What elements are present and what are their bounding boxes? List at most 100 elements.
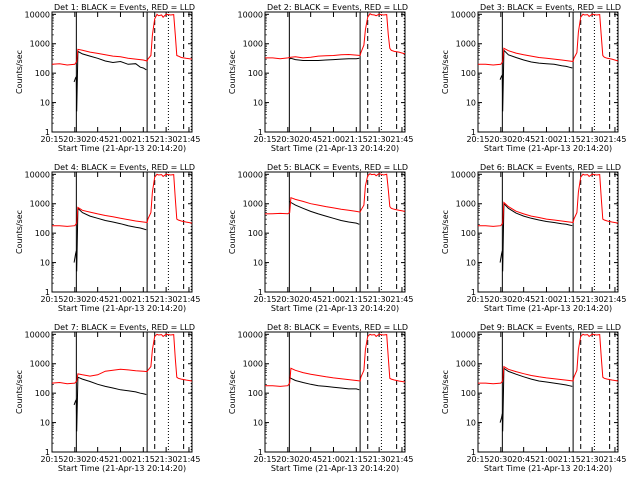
series-events <box>289 57 360 61</box>
y-tick-label: 1 <box>45 288 50 297</box>
x-tick-label: 21:00 <box>535 135 558 144</box>
x-tick-label: 20:30 <box>276 295 299 304</box>
x-axis-label: Start Time (21-Apr-13 20:14:20) <box>58 304 186 313</box>
x-tick-label: 21:45 <box>390 455 413 464</box>
panel-title: Det 5: BLACK = Events, RED = LLD <box>267 163 408 172</box>
series-events <box>73 376 147 432</box>
y-axis-label: Counts/sec <box>15 50 24 94</box>
y-tick-label: 100 <box>35 389 50 398</box>
x-tick-label: 20:15 <box>253 455 276 464</box>
y-tick-label: 100 <box>461 389 476 398</box>
x-tick-label: 21:30 <box>155 135 178 144</box>
y-tick-label: 100 <box>35 69 50 78</box>
detector-panel: Det 7: BLACK = Events, RED = LLD 1 10 100 10… <box>15 323 200 473</box>
x-tick-label: 21:45 <box>603 455 626 464</box>
x-tick-label: 21:30 <box>368 455 391 464</box>
y-tick-label: 10000 <box>25 330 50 339</box>
x-tick-label: 21:45 <box>390 295 413 304</box>
x-axis-label: Start Time (21-Apr-13 20:14:20) <box>271 464 399 473</box>
x-tick-label: 21:30 <box>581 295 604 304</box>
y-axis-label: Counts/sec <box>441 50 450 94</box>
y-tick-label: 10000 <box>238 330 263 339</box>
y-tick-label: 10000 <box>25 10 50 19</box>
x-axis-label: Start Time (21-Apr-13 20:14:20) <box>58 464 186 473</box>
y-tick-label: 10 <box>253 99 263 108</box>
y-tick-label: 1 <box>45 448 50 457</box>
y-axis-label: Counts/sec <box>228 50 237 94</box>
panel-title: Det 1: BLACK = Events, RED = LLD <box>54 3 195 12</box>
detector-panel: Det 5: BLACK = Events, RED = LLD 1 10 100 10… <box>228 163 413 313</box>
x-tick-label: 21:45 <box>177 295 200 304</box>
y-tick-label: 1 <box>258 128 263 137</box>
panel-title: Det 2: BLACK = Events, RED = LLD <box>267 3 408 12</box>
y-tick-label: 10 <box>40 259 50 268</box>
panel-title: Det 8: BLACK = Events, RED = LLD <box>267 323 408 332</box>
y-tick-label: 10000 <box>451 330 476 339</box>
plot-frame <box>264 11 406 133</box>
series-lld <box>51 13 193 66</box>
series-lld <box>478 333 619 385</box>
y-tick-label: 100 <box>248 389 263 398</box>
x-tick-label: 20:15 <box>253 135 276 144</box>
x-tick-label: 21:00 <box>322 455 345 464</box>
y-tick-label: 1000 <box>243 40 263 49</box>
y-tick-label: 10000 <box>238 170 263 179</box>
x-tick-label: 20:30 <box>63 135 86 144</box>
x-tick-label: 20:15 <box>40 295 63 304</box>
detector-panel: Det 4: BLACK = Events, RED = LLD 1 10 100 10… <box>15 163 200 313</box>
x-tick-label: 21:15 <box>132 135 155 144</box>
y-axis-label: Counts/sec <box>441 370 450 414</box>
y-tick-label: 100 <box>461 69 476 78</box>
x-tick-label: 20:15 <box>253 295 276 304</box>
plot-frame <box>264 331 406 453</box>
x-tick-label: 20:30 <box>276 135 299 144</box>
plot-frame <box>477 171 619 293</box>
detector-panel: Det 6: BLACK = Events, RED = LLD 1 10 100 10… <box>441 163 626 313</box>
series-lld <box>478 173 619 227</box>
y-tick-label: 1000 <box>456 360 476 369</box>
x-tick-label: 20:45 <box>86 135 109 144</box>
detector-panel: Det 8: BLACK = Events, RED = LLD 1 10 100 10… <box>228 323 413 473</box>
x-axis-label: Start Time (21-Apr-13 20:14:20) <box>484 304 612 313</box>
x-tick-label: 21:30 <box>581 135 604 144</box>
series-lld <box>264 173 406 215</box>
x-tick-label: 21:15 <box>345 135 368 144</box>
series-lld <box>265 333 406 387</box>
x-tick-label: 20:15 <box>40 135 63 144</box>
x-tick-label: 20:15 <box>466 135 489 144</box>
x-tick-label: 21:45 <box>177 135 200 144</box>
x-tick-label: 21:30 <box>155 295 178 304</box>
plot-frame <box>477 11 619 133</box>
detector-panel: Det 1: BLACK = Events, RED = LLD 1 10 100 10… <box>15 3 200 153</box>
y-tick-label: 1 <box>45 128 50 137</box>
series-events <box>499 367 573 432</box>
y-axis-label: Counts/sec <box>228 210 237 254</box>
series-events <box>73 50 147 112</box>
x-tick-label: 21:00 <box>535 295 558 304</box>
x-tick-label: 21:15 <box>558 455 581 464</box>
y-axis-label: Counts/sec <box>441 210 450 254</box>
x-tick-label: 21:30 <box>368 135 391 144</box>
series-events <box>289 200 360 225</box>
y-tick-label: 10000 <box>451 170 476 179</box>
x-tick-label: 21:15 <box>132 455 155 464</box>
x-tick-label: 20:30 <box>63 295 86 304</box>
plot-frame <box>51 171 193 293</box>
y-tick-label: 1000 <box>30 360 50 369</box>
y-tick-label: 1000 <box>456 40 476 49</box>
x-tick-label: 21:00 <box>109 295 132 304</box>
y-tick-label: 10000 <box>25 170 50 179</box>
y-tick-label: 10 <box>40 419 50 428</box>
x-tick-label: 21:00 <box>322 295 345 304</box>
series-lld <box>478 13 619 66</box>
x-tick-label: 20:30 <box>489 295 512 304</box>
y-tick-label: 1 <box>471 448 476 457</box>
x-tick-label: 21:30 <box>155 455 178 464</box>
x-tick-label: 21:45 <box>390 135 413 144</box>
detector-panel: Det 2: BLACK = Events, RED = LLD 1 10 100 10… <box>228 3 413 153</box>
x-tick-label: 20:30 <box>489 135 512 144</box>
y-tick-label: 100 <box>461 229 476 238</box>
x-tick-label: 20:45 <box>299 295 322 304</box>
series-lld <box>52 173 193 227</box>
y-tick-label: 1 <box>471 128 476 137</box>
